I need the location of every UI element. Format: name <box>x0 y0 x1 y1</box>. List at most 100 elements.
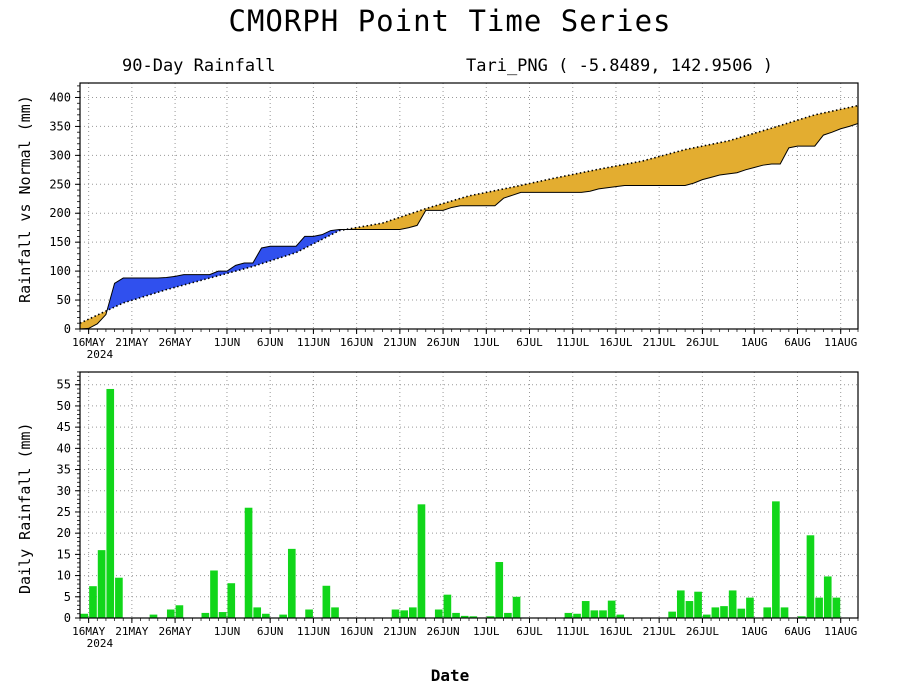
x-tick-label: 11JUL <box>556 336 589 349</box>
daily-rain-bar <box>434 609 443 618</box>
x-axis-label: Date <box>430 666 470 685</box>
y-tick-label: 20 <box>57 526 71 540</box>
daily-rain-bar <box>400 610 408 618</box>
y-tick-label: 15 <box>57 547 71 561</box>
y-tick-label: 0 <box>64 611 71 625</box>
daily-rain-bar <box>711 607 720 618</box>
daily-rain-bar <box>408 607 417 618</box>
daily-rain-bar <box>322 585 331 618</box>
x-tick-label: 16MAY <box>72 625 105 638</box>
x-tick-label: 26JUN <box>427 336 460 349</box>
chart-subtitle-left: 90-Day Rainfall <box>122 56 276 76</box>
x-tick-label: 21JUL <box>643 625 676 638</box>
daily-rain-bar <box>89 586 97 618</box>
y-tick-label: 40 <box>57 441 71 455</box>
x-tick-label: 6AUG <box>784 336 811 349</box>
daily-rain-bar <box>305 609 313 618</box>
daily-rain-bar <box>175 605 184 618</box>
daily-rain-bar <box>573 613 581 618</box>
daily-rain-bar <box>452 612 460 618</box>
x-tick-label: 21MAY <box>115 625 148 638</box>
chart-subtitle-right: Tari_PNG ( -5.8489, 142.9506 ) <box>466 56 774 76</box>
daily-rain-bar <box>80 613 89 618</box>
x-tick-label: 26MAY <box>159 336 192 349</box>
daily-rain-bar <box>668 611 676 618</box>
daily-rain-bar <box>166 609 175 618</box>
x-tick-label: 16JUL <box>599 625 632 638</box>
daily-rain-bar <box>737 608 746 618</box>
daily-rain-bar <box>115 577 123 618</box>
x-tick-label: 21JUN <box>383 336 416 349</box>
daily-rain-bar <box>201 612 210 618</box>
x-tick-label: 1JUN <box>214 625 241 638</box>
y-tick-label: 150 <box>49 235 71 249</box>
daily-rain-bar <box>616 614 625 618</box>
x-tick-label: 21MAY <box>115 336 148 349</box>
x-tick-label: 6JUL <box>516 336 543 349</box>
daily-rain-bar <box>599 610 607 618</box>
x-tick-label: 16JUN <box>340 336 373 349</box>
daily-rain-bar <box>702 614 711 618</box>
daily-rain-bar <box>253 607 262 618</box>
y-tick-label: 10 <box>57 569 71 583</box>
plot-frame <box>79 371 859 619</box>
y-tick-label: 400 <box>49 90 71 104</box>
daily-rain-bar <box>797 616 806 618</box>
daily-rain-bar <box>495 562 504 618</box>
x-year-label: 2024 <box>87 637 114 650</box>
daily-rain-bar <box>823 576 832 618</box>
daily-rain-bar <box>227 583 236 618</box>
daily-rain-bar <box>210 570 218 618</box>
x-tick-label: 16MAY <box>72 336 105 349</box>
x-tick-label: 11JUL <box>556 625 589 638</box>
daily-rain-bar <box>815 597 823 618</box>
daily-rain-bar <box>806 535 815 618</box>
daily-rain-bar <box>720 606 728 618</box>
daily-rain-bar <box>607 600 616 618</box>
y-tick-label: 350 <box>49 119 71 133</box>
y-tick-label: 30 <box>57 484 71 498</box>
daily-rain-bar <box>486 616 495 618</box>
daily-rain-bar <box>504 612 512 618</box>
daily-rain-bar <box>244 507 253 618</box>
y-tick-label: 25 <box>57 505 71 519</box>
y-tick-label: 50 <box>57 293 71 307</box>
daily-rain-bar <box>694 591 702 618</box>
daily-rain-bar <box>685 601 694 618</box>
normal-line <box>79 104 859 324</box>
above-normal-area <box>107 229 347 311</box>
x-tick-label: 26JUN <box>427 625 460 638</box>
y-tick-label: 5 <box>64 590 71 604</box>
y-tick-label: 50 <box>57 399 71 413</box>
daily-rain-bar <box>287 548 296 618</box>
y-tick-label: 45 <box>57 420 71 434</box>
daily-rain-bar <box>106 388 115 618</box>
daily-rain-bar <box>218 612 227 618</box>
daily-rain-bar <box>279 614 287 618</box>
x-tick-label: 26JUL <box>686 625 719 638</box>
daily-rain-bar <box>262 613 270 618</box>
x-tick-label: 1JUL <box>473 625 500 638</box>
y-tick-label: 200 <box>49 206 71 220</box>
daily-rain-bar <box>460 615 469 618</box>
x-tick-label: 1AUG <box>741 625 768 638</box>
daily-rain-bar <box>512 596 521 618</box>
x-tick-label: 1AUG <box>741 336 768 349</box>
x-tick-label: 6JUN <box>257 336 284 349</box>
x-tick-label: 11JUN <box>297 625 330 638</box>
y-tick-label: 55 <box>57 378 71 392</box>
x-tick-label: 6JUL <box>516 625 543 638</box>
chart-title: CMORPH Point Time Series <box>228 4 672 38</box>
daily-rain-bar <box>772 501 780 618</box>
x-tick-label: 11JUN <box>297 336 330 349</box>
x-tick-label: 1JUN <box>214 336 241 349</box>
x-year-label: 2024 <box>87 348 114 361</box>
x-tick-label: 11AUG <box>824 336 857 349</box>
daily-rain-bar <box>590 610 599 618</box>
daily-rain-bar <box>763 607 772 618</box>
x-tick-label: 1JUL <box>473 336 500 349</box>
daily-rain-bar <box>746 597 754 618</box>
daily-rain-bar <box>728 590 737 618</box>
daily-rain-bar <box>331 607 339 618</box>
